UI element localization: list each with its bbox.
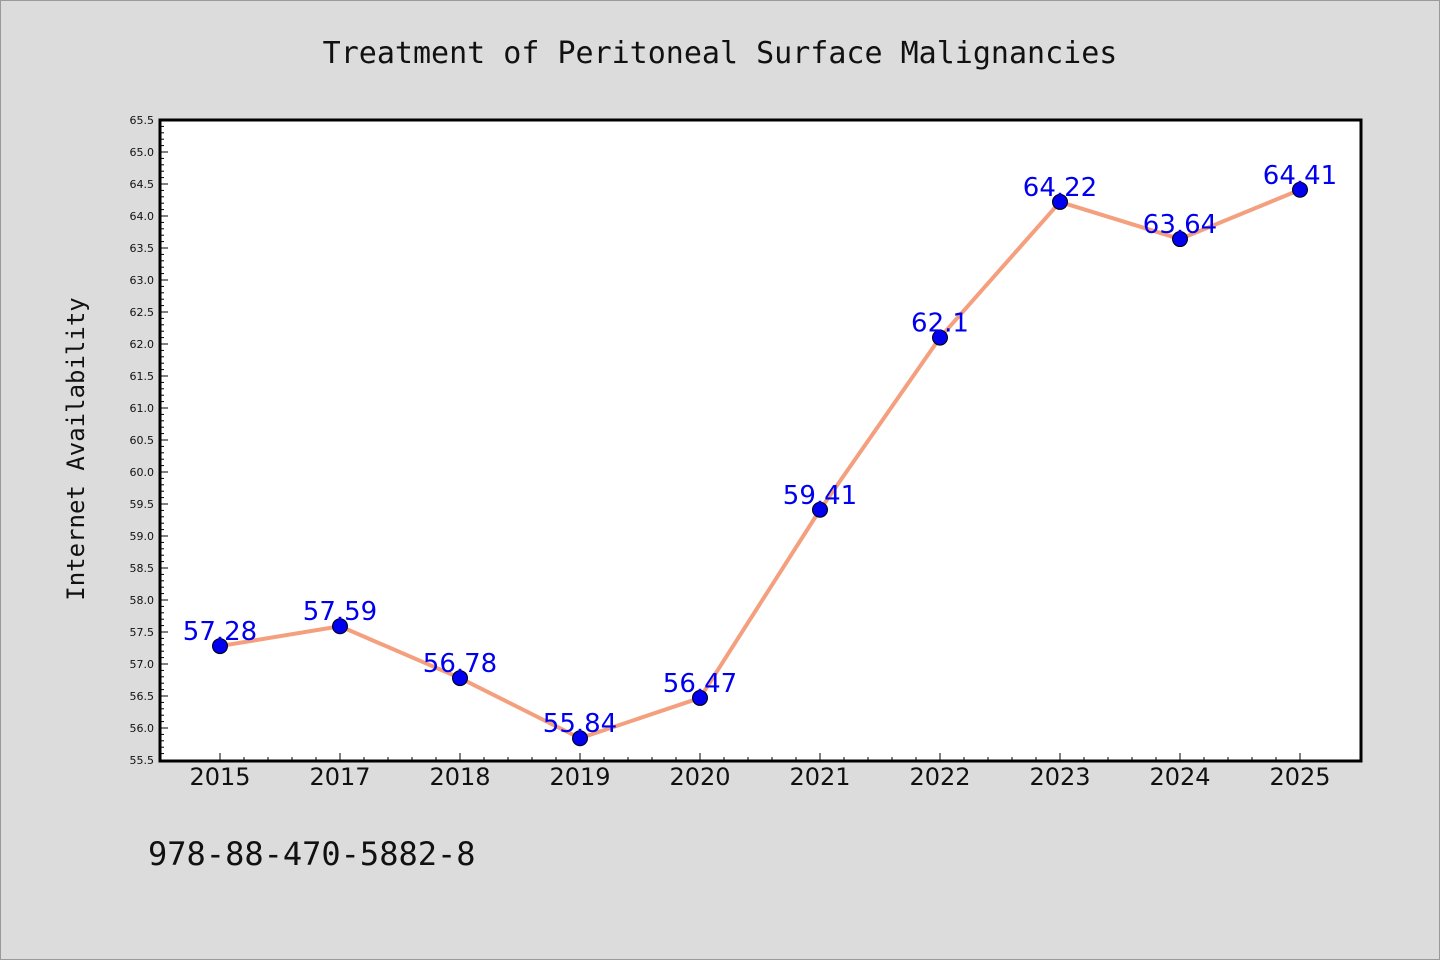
x-tick-label: 2018 — [429, 763, 490, 791]
plot-area — [158, 118, 1363, 763]
x-tick-label: 2021 — [789, 763, 850, 791]
y-tick-label: 61.0 — [130, 402, 155, 415]
y-tick-label: 58.0 — [130, 594, 155, 607]
y-tick-label: 57.0 — [130, 658, 155, 671]
x-tick-label: 2023 — [1029, 763, 1090, 791]
data-label: 62.1 — [911, 309, 969, 339]
x-tick-label: 2022 — [909, 763, 970, 791]
data-point — [1292, 181, 1308, 198]
data-label: 63.64 — [1143, 210, 1217, 240]
x-tick-label: 2025 — [1269, 763, 1330, 791]
y-tick-label: 59.5 — [130, 498, 155, 511]
y-tick-label: 63.0 — [130, 274, 155, 287]
data-point — [1172, 231, 1188, 248]
data-point — [932, 329, 948, 346]
data-label: 56.78 — [423, 649, 497, 679]
x-tick-label: 2015 — [189, 763, 250, 791]
y-tick-label: 57.5 — [130, 626, 155, 639]
y-tick-label: 56.5 — [130, 690, 155, 703]
y-axis: 55.5 56.0 56.5 57.0 57.5 58.0 58.5 59.0 59.5 60.0… — [130, 114, 168, 767]
x-axis: 2015 2017 2018 2019 2020 2021 2022 2023 2024 2025 — [189, 753, 1331, 791]
chart-title: Treatment of Peritoneal Surface Malignan… — [323, 36, 1118, 71]
y-tick-label: 55.5 — [130, 754, 155, 767]
y-tick-label: 59.0 — [130, 530, 155, 543]
x-tick-label: 2020 — [669, 763, 730, 791]
data-label: 57.28 — [183, 617, 257, 647]
y-tick-label: 62.0 — [130, 338, 155, 351]
y-tick-label: 64.5 — [130, 178, 155, 191]
y-tick-label: 64.0 — [130, 210, 155, 223]
y-tick-label: 56.0 — [130, 722, 155, 735]
data-label: 55.84 — [543, 709, 617, 739]
data-label: 64.41 — [1263, 161, 1337, 191]
y-tick-label: 65.5 — [130, 114, 155, 127]
y-tick-label: 61.5 — [130, 370, 155, 383]
x-tick-label: 2017 — [309, 763, 370, 791]
data-point — [572, 730, 588, 747]
x-tick-label: 2024 — [1149, 763, 1210, 791]
isbn-text: 978-88-470-5882-8 — [148, 835, 476, 873]
data-point — [452, 670, 468, 687]
data-point — [812, 501, 828, 518]
data-point — [332, 618, 348, 635]
y-tick-label: 60.5 — [130, 434, 155, 447]
x-tick-label: 2019 — [549, 763, 610, 791]
data-label: 56.47 — [663, 669, 737, 699]
data-label: 59.41 — [783, 481, 857, 511]
y-tick-label: 65.0 — [130, 146, 155, 159]
data-point — [212, 638, 228, 655]
series-layer: 57.28 57.59 56.78 55.84 56.47 59.41 62.1 64.22 6… — [183, 161, 1337, 747]
y-tick-label: 63.5 — [130, 242, 155, 255]
y-tick-label: 60.0 — [130, 466, 155, 479]
y-axis-label: Internet Availability — [62, 297, 90, 600]
data-point — [692, 689, 708, 706]
y-tick-label: 58.5 — [130, 562, 155, 575]
data-label: 57.59 — [303, 597, 377, 627]
data-label: 64.22 — [1023, 173, 1097, 203]
data-point — [1052, 193, 1068, 210]
y-tick-label: 62.5 — [130, 306, 155, 319]
series-line — [218, 187, 1302, 741]
